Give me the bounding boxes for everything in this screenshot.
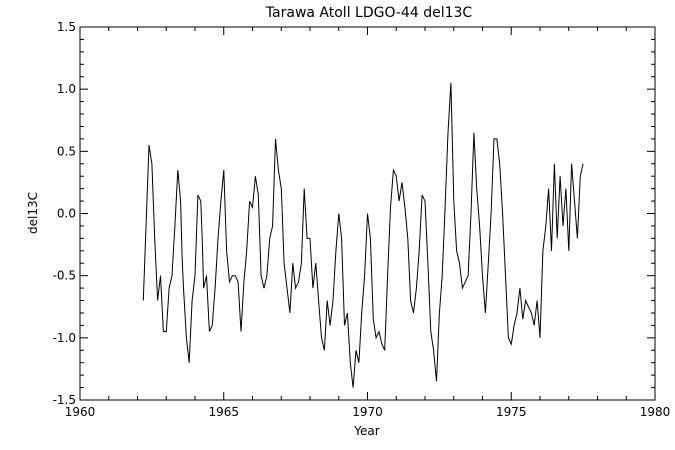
y-axis: -1.5 -1.0 -0.5 0.0 0.5 1.0 1.5 — [53, 20, 655, 407]
y-tick-label: -0.5 — [53, 269, 76, 283]
chart-title: Tarawa Atoll LDGO-44 del13C — [265, 5, 473, 21]
y-tick-label: -1.0 — [53, 331, 76, 345]
x-tick-label: 1980 — [640, 405, 671, 419]
x-tick-label: 1970 — [352, 405, 383, 419]
x-tick-label: 1960 — [65, 405, 96, 419]
y-tick-label: 0.0 — [57, 207, 76, 221]
y-tick-label: -1.5 — [53, 393, 76, 407]
series-layer — [142, 82, 584, 388]
y-tick-label: 1.0 — [57, 82, 76, 96]
x-tick-label: 1975 — [496, 405, 527, 419]
x-axis: 1960 1965 1970 1975 1980 — [65, 27, 671, 419]
x-axis-label: Year — [353, 424, 379, 438]
y-tick-label: 1.5 — [57, 20, 76, 34]
y-tick-label: 0.5 — [57, 144, 76, 158]
x-tick-label: 1965 — [208, 405, 239, 419]
y-axis-label: del13C — [26, 192, 40, 234]
series-line — [142, 82, 584, 388]
